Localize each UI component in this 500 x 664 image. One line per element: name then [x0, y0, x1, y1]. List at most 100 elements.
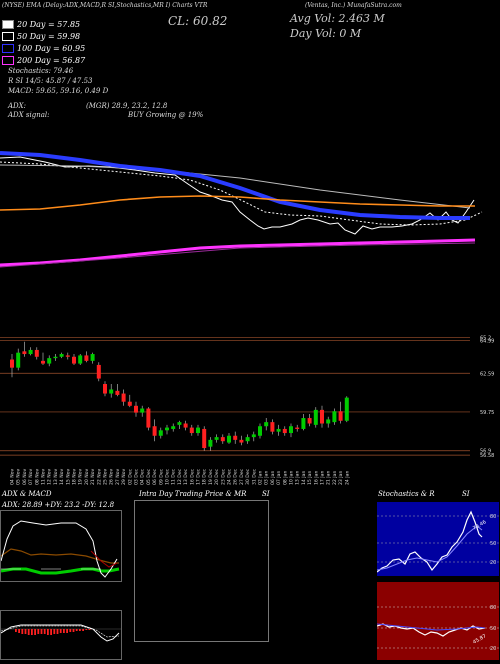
date-tick-label: 25 Nov [103, 468, 109, 485]
adx-panel-title: ADX & MACD [2, 490, 52, 498]
legend-item-100: 100 Day = 60.95 [2, 42, 85, 54]
date-tick-label: 26 Dec [233, 468, 239, 485]
price-chart-svg: 65.264.99 62.59 59.75 56.956.58 [0, 336, 494, 459]
candle-body [78, 355, 83, 364]
date-tick-label: 10 Dec [165, 468, 171, 485]
date-tick-label: 19 Dec [208, 468, 214, 485]
date-tick-label: 06 Dec [152, 468, 158, 485]
macd-histogram-bar [66, 629, 68, 633]
date-tick-label: 04 Dec [140, 468, 146, 485]
date-tick-label: 26 Nov [109, 468, 115, 485]
candle [152, 419, 157, 442]
candle-body [233, 435, 238, 440]
candle [202, 426, 207, 451]
candle-body [307, 418, 312, 424]
rsi-value-label: 45.87 [472, 633, 487, 645]
legend-item-20: 20 Day = 57.85 [2, 18, 85, 30]
candle [233, 431, 238, 444]
date-tick-label: 18 Nov [72, 468, 78, 485]
date-tick-label: 23 Dec [220, 468, 226, 485]
macd-histogram-bar [24, 629, 27, 634]
ema-50-line [0, 161, 483, 226]
candle [121, 389, 126, 406]
candle [96, 362, 101, 382]
macd-histogram-bar [40, 629, 43, 634]
intraday-panel [134, 500, 269, 642]
date-axis: 04 Nov 05 Nov 06 Nov 07 Nov 08 Nov 11 Nov 12 N… [0, 459, 500, 487]
candle-body [65, 355, 70, 357]
date-tick-label: 27 Nov [115, 468, 121, 485]
candle-body [183, 423, 188, 428]
macd-value: MACD: 59.65, 59.16, 0.49 D [8, 87, 109, 95]
date-tick-label: 22 Jan [332, 471, 338, 485]
candle-body [270, 422, 275, 432]
date-tick-label: 20 Dec [214, 468, 220, 485]
stochastics-panel-svg: 80 50 20 79.46 [376, 510, 499, 573]
macd-signal-line [0, 625, 120, 638]
candle-body [146, 408, 151, 428]
candle [214, 434, 219, 443]
macd-histogram-bar [21, 629, 24, 634]
candle [34, 347, 39, 360]
candle [65, 352, 70, 360]
candle-body [196, 427, 200, 434]
candle [127, 394, 132, 408]
legend-swatch-icon [2, 55, 14, 65]
candle-body [152, 426, 157, 436]
macd-histogram-bar [31, 629, 33, 635]
macd-histogram-bar [47, 629, 49, 635]
candle [227, 433, 231, 444]
date-tick-label: 07 Nov [28, 468, 34, 485]
date-tick-label: 02 Jan [258, 471, 264, 485]
candle-body [109, 389, 114, 394]
date-tick-label: 07 Jan [276, 471, 282, 485]
candle [165, 424, 169, 435]
date-tick-label: 17 Dec [196, 468, 202, 485]
ema-200-line [0, 238, 476, 267]
candle-body [320, 409, 324, 424]
candle [171, 423, 176, 432]
date-tick-label: 27 Dec [239, 468, 245, 485]
candle [47, 355, 52, 367]
ema-orange-line [0, 195, 475, 211]
candle [338, 401, 343, 424]
adx-line [0, 548, 119, 564]
date-tick-label: 10 Jan [289, 471, 295, 485]
candle-body [22, 351, 27, 355]
candle [72, 354, 76, 365]
candle-body [41, 360, 45, 364]
candle [245, 434, 250, 444]
date-tick-label: 05 Dec [146, 468, 152, 485]
date-tick-label: 03 Jan [264, 471, 270, 485]
date-tick-label: 04 Nov [10, 468, 16, 485]
header-line: (NYSE) EMA (Delay:ADX,MACD,R SI,Stochast… [2, 2, 208, 9]
date-tick-label: 23 Jan [338, 471, 344, 485]
macd-histogram-bar [56, 629, 59, 634]
candle-body [295, 427, 300, 429]
close-price: CL: 60.82 [168, 14, 228, 28]
legend-swatch-icon [2, 31, 14, 41]
date-tick-label: 21 Jan [326, 471, 332, 485]
candle-body [276, 428, 281, 432]
date-tick-label: 16 Jan [313, 471, 319, 485]
adx-signal-value: BUY Growing @ 19% [128, 111, 204, 119]
macd-histogram-bar [88, 629, 91, 630]
candle-body [220, 437, 225, 442]
candle [344, 396, 349, 423]
candle [326, 416, 331, 428]
candle [264, 418, 269, 431]
candle-body [301, 418, 306, 429]
candle [103, 381, 107, 397]
macd-histogram-bar [18, 629, 20, 633]
legend-item-200: 200 Day = 56.87 [2, 54, 85, 66]
date-tick-label: 13 Jan [295, 471, 301, 485]
ema-100-line [0, 151, 470, 220]
candle-body [251, 434, 256, 438]
ema-legend: 20 Day = 57.85 50 Day = 59.98 100 Day = … [2, 18, 85, 66]
candle-body [227, 435, 231, 443]
candle-body [158, 430, 163, 436]
candle-body [47, 358, 52, 364]
candle [183, 420, 188, 431]
minus-di-line [0, 520, 118, 578]
candle-body [165, 427, 169, 431]
